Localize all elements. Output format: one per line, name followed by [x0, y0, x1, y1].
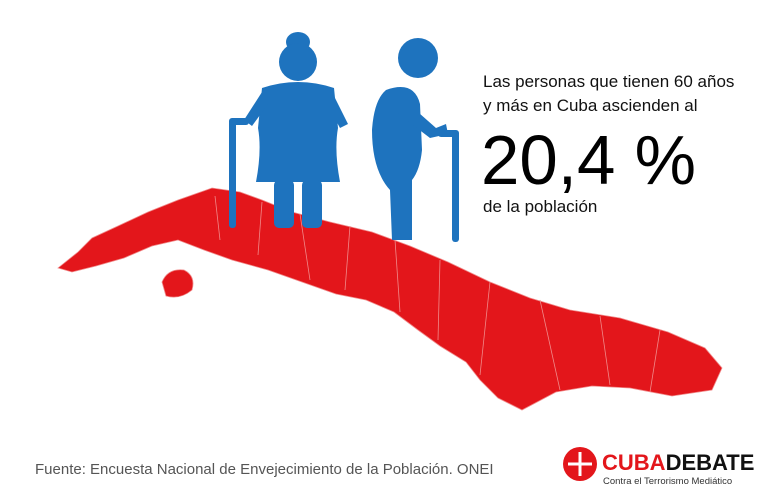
cuba-map [57, 187, 723, 411]
headline-line: y más en Cuba ascienden al [483, 96, 698, 115]
isla-juventud [161, 269, 194, 298]
source-note: Fuente: Encuesta Nacional de Envejecimie… [35, 461, 494, 478]
headline-figure: 20,4 % [481, 121, 696, 199]
elderly-man-icon [372, 38, 459, 242]
headline-line: de la población [483, 197, 597, 216]
logo-name-part: CUBA [602, 450, 666, 475]
logo: CUBADEBATE Contra el Terrorismo Mediátic… [563, 447, 754, 487]
headline-line: Las personas que tienen 60 años [483, 72, 734, 91]
logo-name: CUBADEBATE [602, 450, 754, 475]
elderly-woman-icon [229, 32, 348, 228]
province-borders [214, 195, 661, 393]
main-island [57, 187, 723, 411]
logo-name-part: DEBATE [666, 450, 755, 475]
logo-icon-mark [568, 452, 592, 476]
logo-tagline: Contra el Terrorismo Mediático [603, 476, 732, 487]
